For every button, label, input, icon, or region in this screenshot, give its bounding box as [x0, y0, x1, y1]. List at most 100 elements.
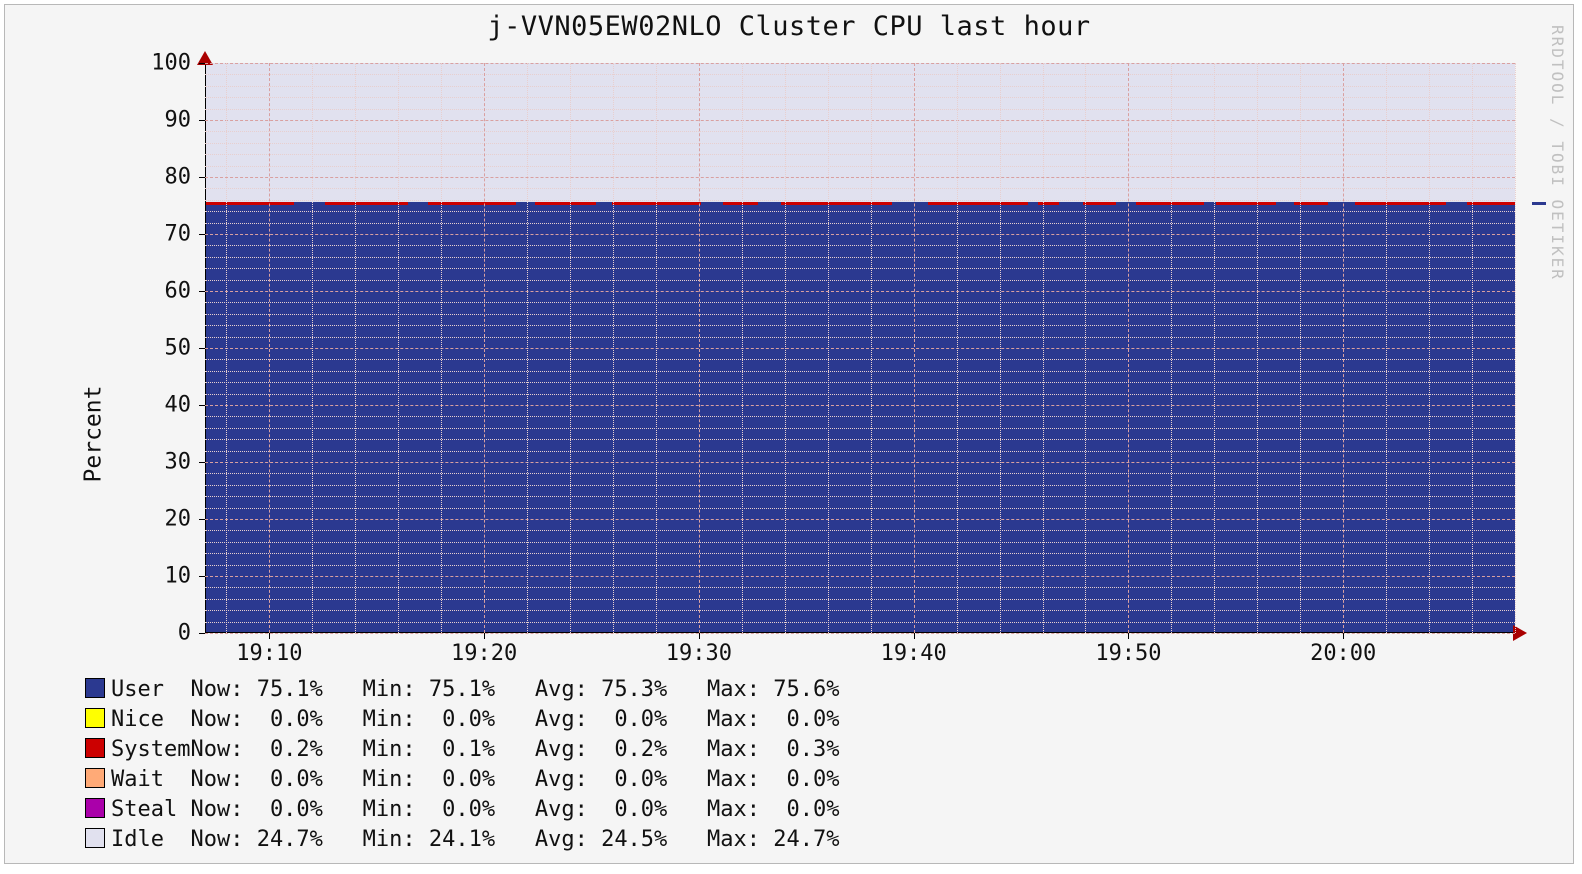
- y-tick-label: 30: [121, 450, 191, 475]
- y-tick-label: 40: [121, 393, 191, 418]
- grid-line-h-major: [205, 177, 1515, 178]
- legend-swatch: [85, 708, 105, 728]
- x-tick-mark: [699, 633, 700, 639]
- legend-row: SystemNow: 0.2% Min: 0.1% Avg: 0.2% Max:…: [85, 735, 839, 765]
- grid-line-h-minor: [205, 599, 1515, 600]
- grid-line-v-major: [1128, 63, 1129, 633]
- grid-line-h-major: [205, 120, 1515, 121]
- system-line-gap: [294, 202, 326, 205]
- legend-text: Nice Now: 0.0% Min: 0.0% Avg: 0.0% Max: …: [111, 707, 839, 732]
- grid-line-v-minor: [871, 63, 872, 633]
- grid-line-h-major: [205, 633, 1515, 634]
- grid-line-h-minor: [205, 74, 1515, 75]
- grid-line-h-major: [205, 405, 1515, 406]
- chart-frame: j-VVN05EW02NLO Cluster CPU last hour Per…: [4, 4, 1574, 864]
- grid-line-h-minor: [205, 337, 1515, 338]
- grid-line-h-minor: [205, 428, 1515, 429]
- grid-line-v-major: [699, 63, 700, 633]
- grid-line-h-minor: [205, 154, 1515, 155]
- legend: User Now: 75.1% Min: 75.1% Avg: 75.3% Ma…: [85, 675, 839, 855]
- system-line-gap: [516, 202, 535, 205]
- y-tick-label: 70: [121, 222, 191, 247]
- system-line-gap: [1059, 202, 1083, 205]
- grid-line-h-minor: [205, 496, 1515, 497]
- system-line-gap: [1276, 202, 1294, 205]
- grid-line-h-minor: [205, 302, 1515, 303]
- grid-line-v-minor: [1043, 63, 1044, 633]
- grid-line-h-major: [205, 519, 1515, 520]
- system-line-gap: [1446, 202, 1467, 205]
- grid-line-v-minor: [1214, 63, 1215, 633]
- grid-line-v-minor: [1515, 63, 1516, 633]
- grid-line-h-minor: [205, 382, 1515, 383]
- grid-line-v-minor: [1000, 63, 1001, 633]
- grid-line-v-minor: [1300, 63, 1301, 633]
- grid-line-v-minor: [355, 63, 356, 633]
- grid-line-v-major: [914, 63, 915, 633]
- grid-line-h-minor: [205, 371, 1515, 372]
- x-tick-label: 19:20: [451, 641, 517, 666]
- grid-line-v-minor: [1085, 63, 1086, 633]
- grid-line-h-major: [205, 348, 1515, 349]
- legend-text: Steal Now: 0.0% Min: 0.0% Avg: 0.0% Max:…: [111, 797, 839, 822]
- chart-title: j-VVN05EW02NLO Cluster CPU last hour: [5, 11, 1573, 42]
- grid-line-h-minor: [205, 622, 1515, 623]
- grid-line-v-minor: [742, 63, 743, 633]
- grid-line-v-minor: [656, 63, 657, 633]
- y-tick-mark: [199, 576, 205, 577]
- grid-line-h-minor: [205, 97, 1515, 98]
- grid-line-h-minor: [205, 280, 1515, 281]
- legend-swatch: [85, 738, 105, 758]
- grid-line-v-minor: [957, 63, 958, 633]
- grid-line-h-minor: [205, 565, 1515, 566]
- y-tick-mark: [199, 519, 205, 520]
- x-tick-mark: [1128, 633, 1129, 639]
- y-tick-mark: [199, 177, 205, 178]
- y-tick-label: 90: [121, 108, 191, 133]
- legend-swatch: [85, 678, 105, 698]
- grid-line-h-minor: [205, 553, 1515, 554]
- grid-line-h-minor: [205, 314, 1515, 315]
- x-tick-label: 19:30: [666, 641, 732, 666]
- system-line-gap: [596, 202, 612, 205]
- legend-row: Nice Now: 0.0% Min: 0.0% Avg: 0.0% Max: …: [85, 705, 839, 735]
- y-tick-label: 60: [121, 279, 191, 304]
- grid-line-h-minor: [205, 394, 1515, 395]
- y-tick-mark: [199, 291, 205, 292]
- grid-line-v-minor: [613, 63, 614, 633]
- grid-line-v-minor: [441, 63, 442, 633]
- legend-text: Wait Now: 0.0% Min: 0.0% Avg: 0.0% Max: …: [111, 767, 839, 792]
- grid-line-h-minor: [205, 131, 1515, 132]
- grid-line-h-minor: [205, 325, 1515, 326]
- grid-line-v-minor: [1472, 63, 1473, 633]
- plot-area: 010203040506070809010019:1019:2019:3019:…: [205, 63, 1515, 633]
- legend-text: Idle Now: 24.7% Min: 24.1% Avg: 24.5% Ma…: [111, 827, 839, 852]
- grid-line-h-minor: [205, 542, 1515, 543]
- grid-line-h-minor: [205, 587, 1515, 588]
- grid-line-h-minor: [205, 143, 1515, 144]
- grid-line-v-minor: [398, 63, 399, 633]
- y-tick-mark: [199, 348, 205, 349]
- grid-line-h-minor: [205, 416, 1515, 417]
- system-line-gap: [408, 202, 428, 205]
- grid-line-h-minor: [205, 223, 1515, 224]
- y-axis-label-text: Percent: [80, 386, 106, 483]
- y-tick-label: 100: [121, 51, 191, 76]
- grid-line-v-minor: [1171, 63, 1172, 633]
- grid-line-v-major: [484, 63, 485, 633]
- system-line-gap: [1028, 202, 1038, 205]
- y-tick-mark: [199, 234, 205, 235]
- y-tick-mark: [199, 120, 205, 121]
- grid-line-h-major: [205, 462, 1515, 463]
- x-tick-label: 19:40: [881, 641, 947, 666]
- grid-line-h-minor: [205, 211, 1515, 212]
- x-tick-mark: [1343, 633, 1344, 639]
- system-line-gap: [1116, 202, 1135, 205]
- legend-text: User Now: 75.1% Min: 75.1% Avg: 75.3% Ma…: [111, 677, 839, 702]
- grid-line-h-minor: [205, 268, 1515, 269]
- grid-line-v-minor: [1257, 63, 1258, 633]
- legend-text: SystemNow: 0.2% Min: 0.1% Avg: 0.2% Max:…: [111, 737, 839, 762]
- grid-line-h-minor: [205, 610, 1515, 611]
- x-tick-mark: [484, 633, 485, 639]
- y-tick-mark: [199, 63, 205, 64]
